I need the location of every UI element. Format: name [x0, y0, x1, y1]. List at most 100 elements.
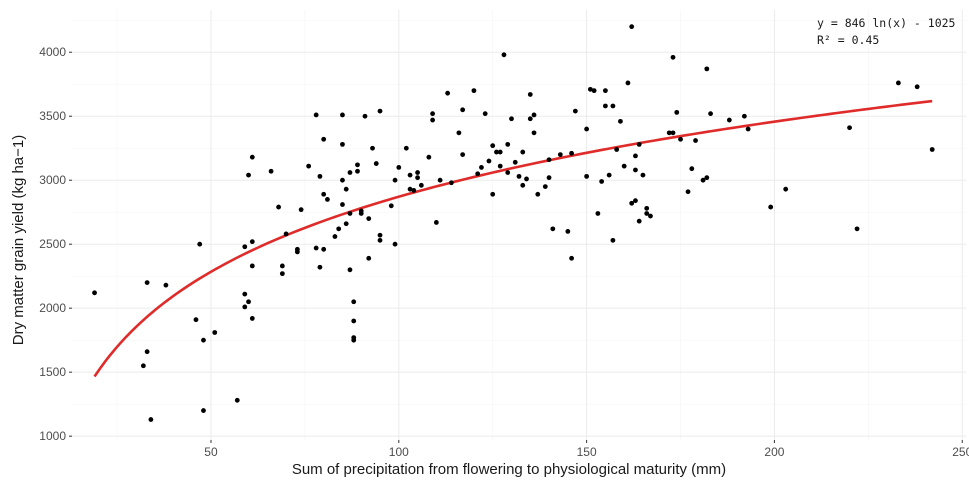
data-point: [471, 88, 477, 94]
data-point: [332, 234, 338, 239]
data-point: [741, 113, 747, 119]
data-point: [633, 153, 638, 159]
data-point: [602, 88, 608, 94]
x-axis-title: Sum of precipitation from flowering to p…: [292, 461, 726, 478]
data-point: [895, 80, 901, 86]
data-point: [625, 80, 631, 86]
data-point: [415, 170, 420, 175]
data-point: [377, 108, 383, 114]
data-point: [148, 417, 154, 422]
data-point: [407, 172, 413, 178]
data-point: [569, 150, 574, 156]
data-point: [490, 143, 496, 149]
data-point: [516, 173, 522, 179]
data-point: [426, 154, 432, 160]
data-point: [565, 228, 571, 234]
data-point: [313, 245, 319, 251]
x-tick-label: 50: [204, 445, 218, 459]
data-point: [430, 117, 436, 123]
data-point: [340, 112, 345, 118]
y-tick-label: 2000: [39, 301, 66, 315]
data-point: [693, 138, 698, 143]
data-point: [317, 264, 323, 270]
y-tick-label: 3500: [39, 109, 66, 123]
data-point: [685, 189, 691, 195]
data-point: [336, 226, 342, 232]
data-point: [201, 408, 206, 413]
data-point: [279, 263, 285, 269]
data-point: [678, 136, 683, 142]
x-tick-label: 100: [389, 445, 409, 459]
data-point: [377, 237, 383, 243]
data-point: [298, 207, 304, 213]
data-point: [535, 191, 541, 197]
fit-curve: [93, 99, 933, 378]
data-point: [621, 163, 627, 169]
data-point: [636, 218, 642, 224]
data-point: [234, 397, 240, 403]
data-point: [407, 186, 413, 192]
data-point: [614, 147, 620, 152]
data-point: [279, 271, 285, 277]
data-point: [249, 239, 255, 245]
data-point: [847, 125, 852, 131]
data-point: [294, 249, 300, 255]
data-point: [854, 226, 860, 232]
data-point: [403, 145, 409, 151]
data-point: [531, 112, 537, 118]
data-point: [418, 182, 424, 188]
data-point: [524, 176, 529, 182]
data-point: [475, 171, 481, 177]
data-point: [193, 317, 199, 323]
data-point: [415, 175, 420, 181]
data-point: [674, 109, 680, 115]
data-point: [370, 145, 375, 151]
data-point: [572, 108, 578, 114]
data-point: [783, 186, 789, 192]
x-tick-label: 200: [764, 445, 784, 459]
fit-curve-group: [93, 99, 933, 378]
data-point: [599, 179, 605, 184]
data-point: [321, 246, 327, 252]
data-point: [358, 211, 364, 216]
data-points: [92, 24, 935, 422]
data-point: [343, 221, 349, 227]
data-point: [648, 213, 653, 219]
data-point: [396, 165, 402, 170]
data-point: [520, 182, 526, 188]
data-point: [144, 349, 150, 355]
y-axis-title: Dry matter grain yield (kg ha−1): [10, 135, 27, 346]
data-point: [249, 154, 255, 160]
data-point: [486, 158, 492, 164]
data-point: [268, 168, 274, 174]
x-tick-label: 250: [952, 445, 969, 459]
data-point: [212, 330, 218, 335]
data-point: [929, 147, 935, 152]
data-point: [542, 184, 548, 190]
data-point: [197, 241, 203, 247]
data-point: [347, 211, 353, 216]
data-point: [557, 152, 563, 158]
data-point: [587, 86, 593, 92]
y-tick-label: 2500: [39, 237, 66, 251]
y-tick-label: 4000: [39, 45, 66, 59]
data-point: [411, 188, 417, 193]
data-point: [569, 255, 574, 261]
data-point: [355, 168, 360, 174]
annotation-equation: y = 846 ln(x) - 1025: [817, 16, 955, 30]
y-tick-label: 1500: [39, 365, 66, 379]
data-point: [700, 177, 706, 183]
data-point: [242, 304, 248, 310]
data-point: [460, 107, 466, 113]
data-point: [546, 157, 552, 163]
y-tick-label: 3000: [39, 173, 66, 187]
data-point: [644, 205, 650, 211]
data-point: [479, 165, 484, 170]
data-point: [527, 116, 533, 122]
data-point: [351, 318, 357, 324]
data-point: [520, 149, 526, 155]
data-point: [456, 130, 462, 136]
data-point: [531, 130, 537, 136]
data-point: [448, 180, 454, 186]
data-point: [550, 226, 556, 232]
